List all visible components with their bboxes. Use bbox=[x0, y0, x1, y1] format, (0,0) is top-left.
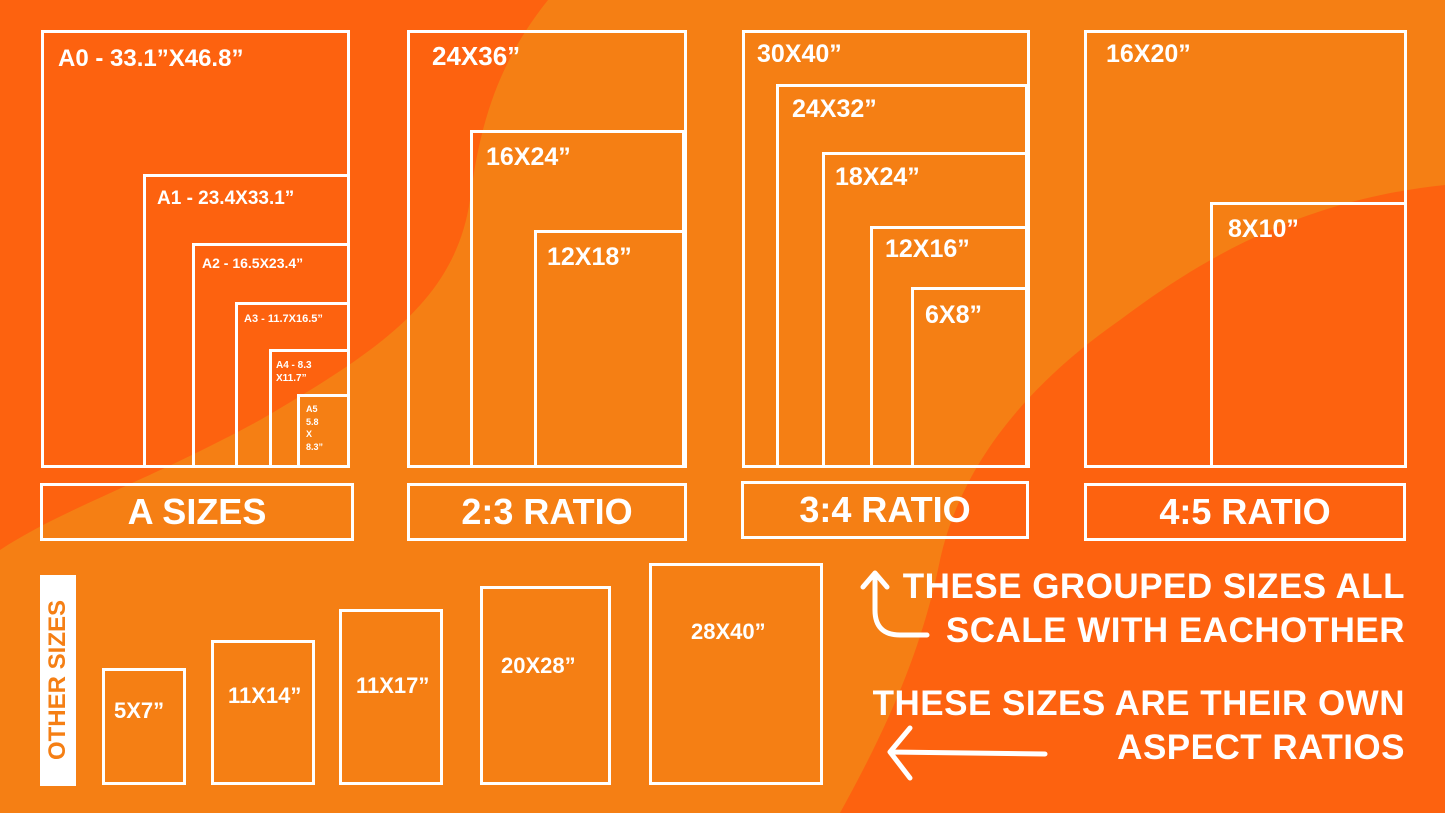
label-24x32: 24X32” bbox=[792, 95, 877, 123]
label-a3: A3 - 11.7X16.5” bbox=[244, 313, 323, 325]
box-5x7 bbox=[102, 668, 186, 785]
group-label-a-sizes: A SIZES bbox=[40, 483, 354, 541]
label-30x40: 30X40” bbox=[757, 40, 842, 68]
box-8x10 bbox=[1210, 202, 1407, 468]
label-a1: A1 - 23.4X33.1” bbox=[157, 188, 295, 209]
label-8x10: 8X10” bbox=[1228, 215, 1299, 243]
label-a5: A5 5.8 X 8.3” bbox=[306, 404, 324, 452]
group-label-4-5-ratio: 4:5 RATIO bbox=[1084, 483, 1406, 541]
background-dark-top-left bbox=[0, 0, 548, 550]
note-own-ratios: THESE SIZES ARE THEIR OWN ASPECT RATIOS bbox=[872, 684, 1405, 767]
left-arrow-icon bbox=[887, 725, 1048, 781]
group-label-3-4-ratio: 3:4 RATIO bbox=[741, 481, 1029, 539]
label-28x40: 28X40” bbox=[691, 619, 766, 644]
label-12x16: 12X16” bbox=[885, 235, 970, 263]
box-11x14 bbox=[211, 640, 315, 785]
label-16x24: 16X24” bbox=[486, 143, 571, 171]
box-20x28 bbox=[480, 586, 611, 785]
box-28x40 bbox=[649, 563, 823, 785]
label-a2: A2 - 16.5X23.4” bbox=[202, 255, 304, 271]
label-16x20: 16X20” bbox=[1106, 40, 1191, 68]
note-grouped-sizes: THESE GROUPED SIZES ALL SCALE WITH EACHO… bbox=[902, 567, 1405, 650]
other-sizes-tag bbox=[40, 575, 76, 786]
label-11x17: 11X17” bbox=[356, 673, 430, 698]
box-6x8 bbox=[911, 287, 1028, 468]
label-a0: A0 - 33.1”X46.8” bbox=[58, 45, 244, 72]
label-18x24: 18X24” bbox=[835, 163, 920, 191]
box-12x18 bbox=[534, 230, 685, 468]
label-11x14: 11X14” bbox=[228, 683, 302, 708]
box-11x17 bbox=[339, 609, 443, 785]
label-6x8: 6X8” bbox=[925, 301, 982, 329]
label-5x7: 5X7” bbox=[114, 698, 165, 723]
label-12x18: 12X18” bbox=[547, 243, 632, 271]
label-24x36: 24X36” bbox=[432, 41, 521, 71]
label-20x28: 20X28” bbox=[501, 653, 576, 678]
curved-up-arrow-icon bbox=[860, 570, 930, 638]
other-sizes-label: OTHER SIZES bbox=[44, 599, 71, 761]
background-dark-bottom-right bbox=[840, 185, 1445, 813]
label-a4: A4 - 8.3 X11.7” bbox=[276, 360, 312, 384]
box-a5 bbox=[297, 394, 350, 468]
group-label-2-3-ratio: 2:3 RATIO bbox=[407, 483, 687, 541]
